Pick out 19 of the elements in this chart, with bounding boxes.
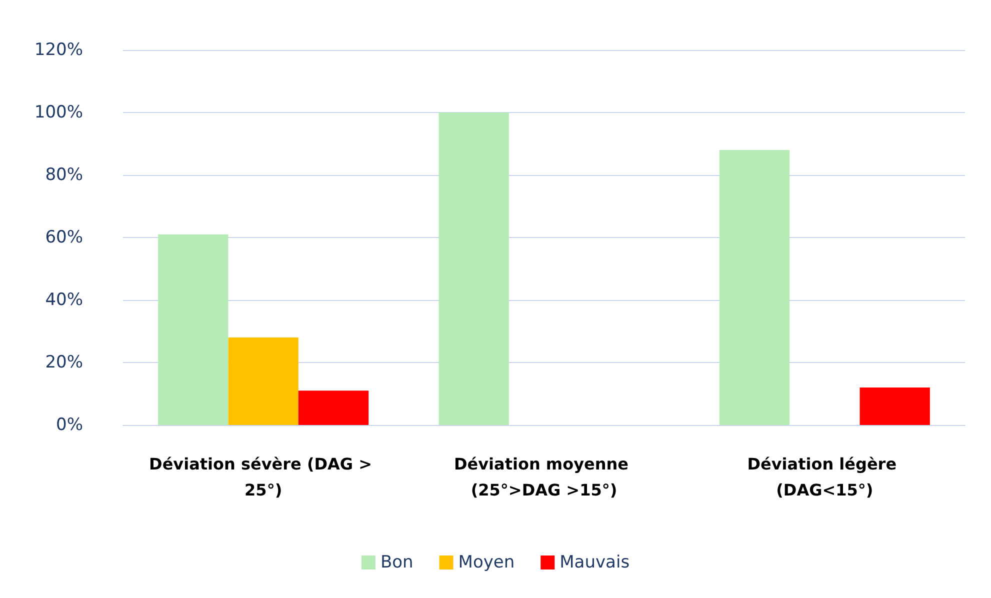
legend-label: Moyen [458,552,515,572]
legend-label: Bon [380,552,414,572]
y-tick-label: 60% [45,228,83,248]
x-tick-label: Déviation moyenne (25°>DAG >15°) [454,454,634,500]
y-tick-label: 80% [45,165,83,185]
bar [438,112,509,425]
y-tick-label: 100% [34,102,83,122]
bar [719,150,790,425]
bar [228,338,298,425]
x-tick-label: Déviation légère (DAG<15°) [747,454,902,500]
y-tick-label: 120% [34,40,83,60]
y-tick-label: 20% [45,352,83,372]
x-tick-label: Déviation sévère (DAG > 25°) [149,454,378,500]
y-tick-label: 40% [45,290,83,310]
bar [298,390,369,425]
y-tick-label: 0% [56,415,83,435]
bar [860,388,930,425]
legend-label: Mauvais [560,552,630,572]
bar [158,234,228,425]
